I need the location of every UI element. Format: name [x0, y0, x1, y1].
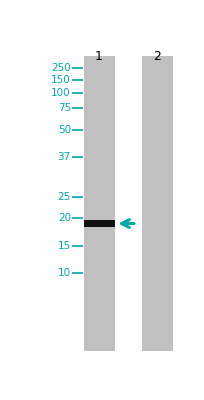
Text: 2: 2 [152, 50, 160, 63]
Text: 20: 20 [58, 213, 71, 223]
Text: 100: 100 [51, 88, 71, 98]
Text: 250: 250 [51, 63, 71, 73]
Text: 50: 50 [58, 125, 71, 135]
Bar [83, 220, 114, 227]
Text: 15: 15 [57, 241, 71, 251]
Text: 75: 75 [57, 103, 71, 113]
Bar [83, 56, 114, 351]
Text: 25: 25 [57, 192, 71, 202]
Bar [142, 56, 173, 351]
Text: 10: 10 [58, 268, 71, 278]
Text: 1: 1 [94, 50, 102, 63]
Text: 37: 37 [57, 152, 71, 162]
Text: 150: 150 [51, 75, 71, 85]
